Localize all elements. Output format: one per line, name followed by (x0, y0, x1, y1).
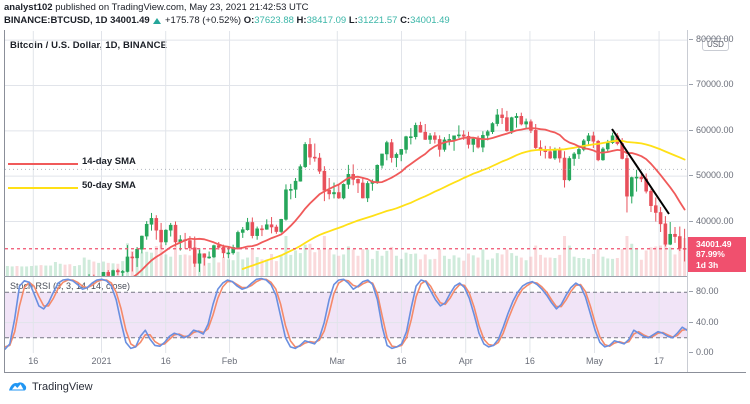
price-tag-percent: 87.99% (696, 249, 725, 260)
close-label: C: (400, 15, 411, 26)
price-axis-separator (687, 30, 688, 372)
chart-title: Bitcoin / U.S. Dollar, 1D, BINANCE (10, 40, 168, 51)
time-tick-0: 16 (28, 356, 39, 366)
stoch-tick-0: 0.00 (689, 347, 714, 357)
stoch-rsi-plot (5, 277, 687, 353)
price-plot (5, 31, 687, 276)
publish-line: analyst102 published on TradingView.com,… (4, 2, 744, 14)
stoch-rsi-pane[interactable] (5, 277, 687, 353)
price-tag-countdown: 1d 3h (696, 259, 719, 270)
price-tick-60000: 60000.00 (689, 124, 734, 135)
time-tick-4: Mar (329, 356, 346, 366)
stoch-tick-80: 80.00 (689, 286, 719, 297)
price-tag-price: 34001.49 (696, 238, 732, 249)
time-tick-8: May (585, 356, 603, 366)
publish-text: published on TradingView.com, May 23, 20… (55, 2, 309, 13)
price-tick-70000: 70000.00 (689, 79, 734, 90)
quote-line: BINANCE:BTCUSD, 1D 34001.49 +175.78 (+0.… (4, 15, 744, 27)
time-tick-2: 16 (160, 356, 171, 366)
price-tick-50000: 50000.00 (689, 170, 734, 181)
footer: TradingView (8, 380, 93, 394)
author-name: analyst102 (4, 2, 53, 13)
price-axis[interactable]: USD 80000.00 70000.00 60000.00 50000.00 4000… (688, 30, 746, 372)
time-tick-7: 16 (524, 356, 535, 366)
symbol-label: BINANCE:BTCUSD, 1D (4, 15, 108, 26)
time-tick-5: 16 (396, 356, 407, 366)
legend-label-sma50: 50-day SMA (82, 180, 136, 191)
high-label: H: (296, 15, 307, 26)
time-tick-1: 2021 (91, 356, 112, 366)
low-value: 31221.57 (357, 15, 398, 26)
price-tick-80000: 80000.00 (689, 34, 734, 45)
price-chart-pane[interactable] (5, 31, 687, 276)
legend-swatch-sma14 (8, 163, 78, 165)
chart-frame (4, 30, 747, 372)
pane-separator[interactable] (4, 276, 687, 277)
time-tick-3: Feb (221, 356, 238, 366)
open-value: 37623.88 (254, 15, 294, 26)
time-axis-separator (4, 372, 746, 373)
time-axis[interactable]: 16 2021 16 Feb Mar 16 Apr 16 May 17 (4, 355, 687, 371)
high-value: 38417.09 (306, 15, 347, 26)
triangle-up-icon (153, 18, 162, 24)
time-tick-6: Apr (458, 356, 473, 366)
stoch-tick-40: 40.00 (689, 316, 719, 327)
price-change: +175.78 (+0.52%) (165, 15, 242, 26)
open-label: O: (243, 15, 255, 26)
tradingview-brand: TradingView (32, 381, 93, 393)
legend-label-sma14: 14-day SMA (82, 156, 136, 167)
legend-swatch-sma50 (8, 187, 78, 189)
low-label: L: (348, 15, 358, 26)
currency-badge: USD (702, 38, 729, 51)
price-tick-40000: 40000.00 (689, 215, 734, 226)
current-price-tag: 34001.49 87.99% 1d 3h (688, 236, 746, 273)
last-price: 34001.49 (110, 15, 150, 26)
stoch-rsi-title: Stoch RSI (3, 3, 14, 14, close) (10, 281, 131, 291)
tradingview-logo-icon (8, 380, 27, 394)
time-tick-9: 17 (654, 356, 665, 366)
close-value: 34001.49 (410, 15, 450, 26)
chart-header: analyst102 published on TradingView.com,… (4, 2, 744, 27)
